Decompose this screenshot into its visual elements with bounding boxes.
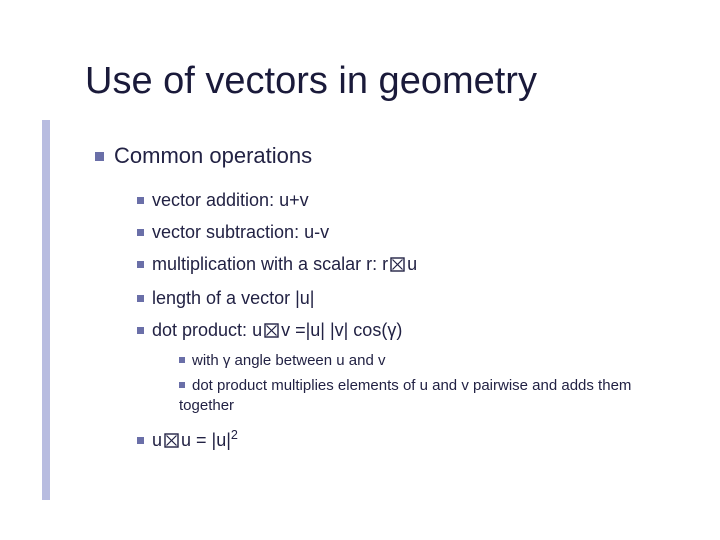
level2-item: vector subtraction: u-v <box>137 219 690 245</box>
level2-item: u u = |u|2 <box>137 426 690 455</box>
subitem-text: dot product multiplies elements of u and… <box>179 377 631 414</box>
bullet-icon <box>137 229 144 236</box>
level1-item: Common operations <box>95 143 690 169</box>
bullet-icon <box>179 382 185 388</box>
item-text: vector subtraction: u-v <box>152 222 329 242</box>
slide: Use of vectors in geometry Common operat… <box>0 0 720 540</box>
slide-title: Use of vectors in geometry <box>85 60 720 103</box>
boxstar-icon <box>264 319 279 345</box>
level2-item: length of a vector |u| <box>137 285 690 311</box>
level2-item: multiplication with a scalar r: r u <box>137 251 690 279</box>
content-area: Common operations vector addition: u+v v… <box>95 143 690 455</box>
accent-bar <box>42 120 50 500</box>
level1-text: Common operations <box>114 143 312 168</box>
item-text: u = |u| <box>181 430 231 450</box>
item-text: vector addition: u+v <box>152 190 309 210</box>
subitem-text: angle between u and v <box>230 352 385 369</box>
bullet-icon <box>137 261 144 268</box>
bullet-icon <box>95 152 104 161</box>
boxstar-icon <box>164 429 179 455</box>
superscript: 2 <box>231 428 238 442</box>
level2-item: vector addition: u+v <box>137 187 690 213</box>
boxstar-icon <box>390 253 405 279</box>
item-text: v =|u| |v| cos( <box>281 320 387 340</box>
item-text: dot product: u <box>152 320 262 340</box>
level3-item: with γ angle between u and v <box>179 351 690 371</box>
subitem-text: with <box>192 352 223 369</box>
item-text: length of a vector |u| <box>152 288 314 308</box>
bullet-icon <box>179 357 185 363</box>
bullet-icon <box>137 437 144 444</box>
item-text: u <box>152 430 162 450</box>
bullet-icon <box>137 327 144 334</box>
gamma-symbol: γ <box>387 320 396 340</box>
bullet-icon <box>137 295 144 302</box>
level2-item: dot product: u v =|u| |v| cos(γ) <box>137 317 690 345</box>
bullet-icon <box>137 197 144 204</box>
item-text: u <box>407 254 417 274</box>
item-text: multiplication with a scalar r: r <box>152 254 388 274</box>
level3-item: dot product multiplies elements of u and… <box>179 376 690 417</box>
item-text: ) <box>396 320 402 340</box>
